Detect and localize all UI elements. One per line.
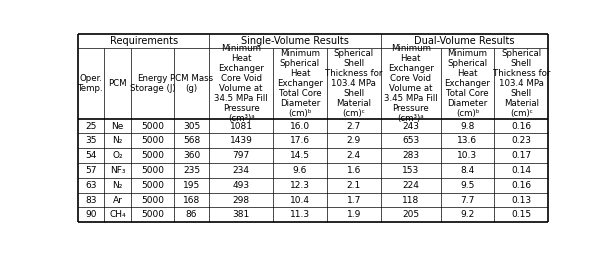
Text: 0.16: 0.16 bbox=[511, 181, 532, 190]
Text: 5000: 5000 bbox=[141, 151, 164, 160]
Text: 0.15: 0.15 bbox=[511, 210, 532, 219]
Text: 1439: 1439 bbox=[230, 136, 252, 145]
Text: 12.3: 12.3 bbox=[290, 181, 310, 190]
Text: 568: 568 bbox=[183, 136, 200, 145]
Text: NF₃: NF₃ bbox=[110, 166, 125, 175]
Text: 16.0: 16.0 bbox=[290, 122, 310, 131]
Text: Minimum
Spherical
Heat
Exchanger
Total Core
Diameter
(cm)ᵇ: Minimum Spherical Heat Exchanger Total C… bbox=[445, 49, 491, 118]
Text: 243: 243 bbox=[402, 122, 419, 131]
Text: 0.23: 0.23 bbox=[511, 136, 532, 145]
Text: 54: 54 bbox=[86, 151, 97, 160]
Text: 283: 283 bbox=[402, 151, 419, 160]
Text: 235: 235 bbox=[183, 166, 200, 175]
Text: 5000: 5000 bbox=[141, 166, 164, 175]
Text: 205: 205 bbox=[402, 210, 419, 219]
Text: 90: 90 bbox=[86, 210, 97, 219]
Text: 305: 305 bbox=[183, 122, 200, 131]
Text: 381: 381 bbox=[232, 210, 250, 219]
Text: 5000: 5000 bbox=[141, 210, 164, 219]
Text: 360: 360 bbox=[183, 151, 200, 160]
Text: 17.6: 17.6 bbox=[290, 136, 310, 145]
Text: 234: 234 bbox=[233, 166, 250, 175]
Text: Energy
Storage (J): Energy Storage (J) bbox=[130, 74, 175, 93]
Text: O₂: O₂ bbox=[112, 151, 123, 160]
Text: 35: 35 bbox=[86, 136, 97, 145]
Text: 9.2: 9.2 bbox=[460, 210, 475, 219]
Text: 57: 57 bbox=[86, 166, 97, 175]
Text: PCM: PCM bbox=[108, 79, 127, 88]
Text: Minimum
Heat
Exchanger
Core Void
Volume at
3.45 MPa Fill
Pressure
(cm³)ᵃ: Minimum Heat Exchanger Core Void Volume … bbox=[384, 43, 437, 123]
Text: 2.1: 2.1 bbox=[346, 181, 361, 190]
Text: 11.3: 11.3 bbox=[290, 210, 310, 219]
Text: 7.7: 7.7 bbox=[460, 196, 475, 204]
Text: Ne: Ne bbox=[111, 122, 124, 131]
Text: 2.7: 2.7 bbox=[346, 122, 361, 131]
Text: 797: 797 bbox=[232, 151, 250, 160]
Text: PCM Mass
(g): PCM Mass (g) bbox=[170, 74, 213, 93]
Text: 14.5: 14.5 bbox=[290, 151, 310, 160]
Text: Minimum
Spherical
Heat
Exchanger
Total Core
Diameter
(cm)ᵇ: Minimum Spherical Heat Exchanger Total C… bbox=[277, 49, 323, 118]
Text: 2.4: 2.4 bbox=[347, 151, 361, 160]
Text: 0.16: 0.16 bbox=[511, 122, 532, 131]
Text: 10.4: 10.4 bbox=[290, 196, 310, 204]
Text: 0.17: 0.17 bbox=[511, 151, 532, 160]
Text: 83: 83 bbox=[86, 196, 97, 204]
Text: 1081: 1081 bbox=[230, 122, 252, 131]
Text: Requirements: Requirements bbox=[109, 36, 178, 46]
Text: 1.6: 1.6 bbox=[346, 166, 361, 175]
Text: 168: 168 bbox=[183, 196, 200, 204]
Text: 10.3: 10.3 bbox=[458, 151, 478, 160]
Text: 63: 63 bbox=[86, 181, 97, 190]
Text: 224: 224 bbox=[402, 181, 419, 190]
Text: 13.6: 13.6 bbox=[458, 136, 478, 145]
Text: N₂: N₂ bbox=[112, 136, 123, 145]
Text: 493: 493 bbox=[233, 181, 250, 190]
Text: 5000: 5000 bbox=[141, 196, 164, 204]
Text: Spherical
Shell
Thickness for
103.4 MPa
Shell
Material
(cm)ᶜ: Spherical Shell Thickness for 103.4 MPa … bbox=[492, 49, 550, 118]
Text: 5000: 5000 bbox=[141, 181, 164, 190]
Text: CH₄: CH₄ bbox=[109, 210, 126, 219]
Text: 0.13: 0.13 bbox=[511, 196, 532, 204]
Text: 5000: 5000 bbox=[141, 122, 164, 131]
Text: 86: 86 bbox=[186, 210, 197, 219]
Text: 195: 195 bbox=[183, 181, 200, 190]
Text: N₂: N₂ bbox=[112, 181, 123, 190]
Text: 1.7: 1.7 bbox=[346, 196, 361, 204]
Text: 298: 298 bbox=[233, 196, 250, 204]
Text: 9.5: 9.5 bbox=[460, 181, 475, 190]
Text: Ar: Ar bbox=[112, 196, 123, 204]
Text: 8.4: 8.4 bbox=[460, 166, 475, 175]
Text: 5000: 5000 bbox=[141, 136, 164, 145]
Text: 153: 153 bbox=[402, 166, 419, 175]
Text: 653: 653 bbox=[402, 136, 419, 145]
Text: Dual-Volume Results: Dual-Volume Results bbox=[414, 36, 515, 46]
Text: 9.6: 9.6 bbox=[293, 166, 307, 175]
Text: 2.9: 2.9 bbox=[346, 136, 361, 145]
Text: 118: 118 bbox=[402, 196, 419, 204]
Text: Minimum
Heat
Exchanger
Core Void
Volume at
34.5 MPa Fill
Pressure
(cm³)ᵃ: Minimum Heat Exchanger Core Void Volume … bbox=[214, 43, 268, 123]
Text: Single-Volume Results: Single-Volume Results bbox=[241, 36, 349, 46]
Text: 0.14: 0.14 bbox=[511, 166, 532, 175]
Text: Spherical
Shell
Thickness for
103.4 MPa
Shell
Material
(cm)ᶜ: Spherical Shell Thickness for 103.4 MPa … bbox=[325, 49, 382, 118]
Text: 9.8: 9.8 bbox=[460, 122, 475, 131]
Text: Oper.
Temp.: Oper. Temp. bbox=[78, 74, 104, 93]
Text: 1.9: 1.9 bbox=[346, 210, 361, 219]
Text: 25: 25 bbox=[86, 122, 97, 131]
